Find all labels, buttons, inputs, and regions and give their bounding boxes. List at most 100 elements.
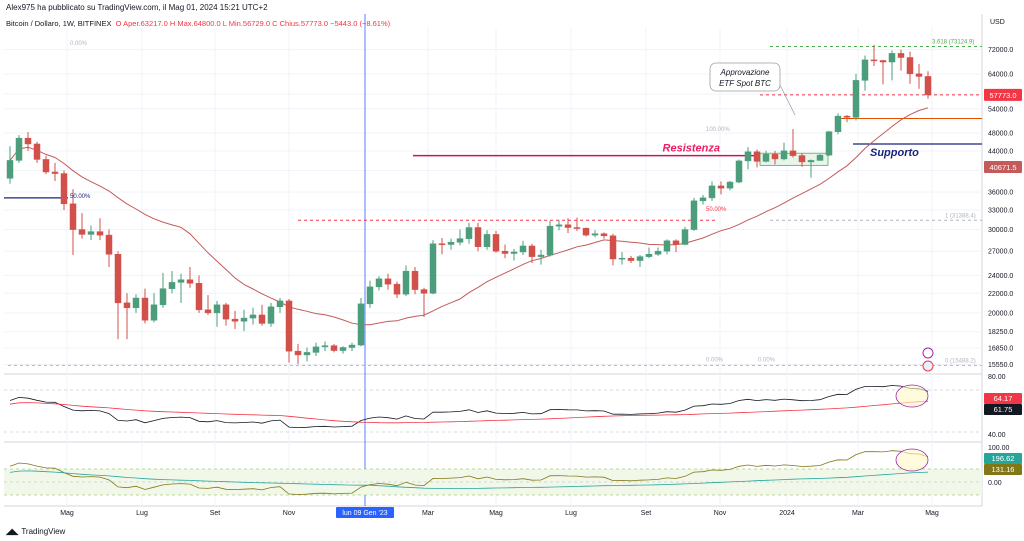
- y-tick-label: 36000.0: [988, 190, 1013, 197]
- crosshair-date-label: lun 09 Gen '23: [342, 510, 387, 517]
- candle-body: [96, 231, 104, 236]
- candle-body: [186, 279, 194, 284]
- fib-label-0-left: 0.00%: [706, 357, 724, 363]
- fib-label-50-mid: 50.00%: [706, 207, 727, 213]
- candle-body: [726, 181, 734, 189]
- candle-body: [159, 288, 167, 306]
- candle-body: [573, 227, 581, 229]
- candle-body: [888, 53, 896, 63]
- candle-body: [132, 297, 140, 309]
- moving-average-line: [9, 107, 929, 326]
- price-tag-label: 57773.0: [989, 91, 1016, 100]
- y-tick-label: 27000.0: [988, 249, 1013, 256]
- candle-body: [843, 115, 851, 118]
- candle-body: [465, 227, 473, 239]
- candle-body: [213, 304, 221, 314]
- fib-label-0-bottom: 0 (15488.2): [945, 358, 976, 364]
- candle-body: [555, 224, 563, 227]
- candle-body: [798, 155, 806, 163]
- candle-body: [690, 200, 698, 230]
- candle-body: [150, 304, 158, 321]
- candle-body: [816, 154, 824, 161]
- fib-label-100: 100.00%: [706, 127, 730, 133]
- candle-body: [654, 250, 662, 255]
- candle-body: [501, 250, 509, 254]
- tv-logo-icon: ◢◣: [6, 527, 19, 536]
- y-tick-label: 15550.0: [988, 362, 1013, 369]
- candle-body: [834, 115, 842, 132]
- candle-body: [258, 314, 266, 324]
- ind1-value-label: 64.17: [994, 394, 1013, 403]
- candle-body: [438, 243, 446, 245]
- candle-body: [474, 227, 482, 247]
- candle-body: [303, 352, 311, 356]
- ind1-value-box: [984, 404, 1022, 415]
- support-label: Supporto: [870, 147, 919, 159]
- candle-body: [906, 57, 914, 75]
- price-tag-box: [984, 161, 1022, 174]
- crosshair-date-box: [336, 507, 394, 518]
- candle-body: [618, 257, 626, 260]
- ind2-value-box: [984, 453, 1022, 464]
- publisher-line: Alex975 ha pubblicato su TradingView.com…: [6, 3, 268, 12]
- x-tick-label: Nov: [714, 510, 727, 517]
- ind2-value-label: 196.62: [992, 454, 1015, 463]
- candle-body: [582, 227, 590, 236]
- candle-body: [231, 318, 239, 322]
- fib-label-0-right: 0.00%: [758, 357, 776, 363]
- event-icon: [922, 347, 934, 359]
- candle-body: [42, 159, 50, 173]
- candle-body: [672, 240, 680, 245]
- candle-body: [114, 254, 122, 304]
- candle-body: [24, 137, 32, 145]
- candle-body: [402, 270, 410, 295]
- footer-logo-text: TradingView: [21, 527, 66, 536]
- candle-body: [78, 229, 86, 235]
- y-tick-label: 72000.0: [988, 47, 1013, 54]
- candle-body: [411, 270, 419, 290]
- candle-body: [717, 185, 725, 189]
- candle-body: [312, 346, 320, 353]
- candle-body: [627, 257, 635, 261]
- candle-body: [141, 297, 149, 321]
- candle-body: [537, 254, 545, 257]
- callout-line-1: Approvazione: [720, 68, 770, 77]
- candle-body: [528, 245, 536, 257]
- candle-body: [330, 345, 338, 351]
- symbol-name: Bitcoin / Dollaro, 1W, BITFINEX: [6, 19, 112, 28]
- candle-body: [879, 60, 887, 63]
- candle-body: [564, 224, 572, 228]
- candle-body: [276, 300, 284, 308]
- candle-body: [735, 160, 743, 183]
- candle-body: [33, 143, 41, 160]
- candle-body: [789, 150, 797, 156]
- candle-body: [285, 300, 293, 352]
- candle-body: [753, 151, 761, 162]
- candle-body: [699, 197, 707, 202]
- candle-body: [645, 254, 653, 257]
- candle-body: [177, 279, 185, 283]
- x-tick-label: Mar: [852, 510, 865, 517]
- y-tick-label: 64000.0: [988, 71, 1013, 78]
- x-tick-label: Set: [641, 510, 652, 517]
- candle-body: [69, 203, 77, 230]
- ind2-line: [9, 450, 929, 495]
- candle-body: [870, 59, 878, 62]
- ind1-value-box: [984, 393, 1022, 404]
- candle-body: [384, 278, 392, 285]
- candle-body: [861, 59, 869, 81]
- price-tag-label: 40671.5: [989, 163, 1016, 172]
- ind2-axis-label: 0.00: [988, 480, 1002, 487]
- candle-body: [240, 317, 248, 322]
- candle-body: [456, 238, 464, 243]
- candle-body: [294, 350, 302, 356]
- candle-body: [762, 153, 770, 162]
- y-tick-label: 16850.0: [988, 346, 1013, 353]
- x-tick-label: Mag: [60, 510, 74, 517]
- y-tick-label: 33000.0: [988, 207, 1013, 214]
- candle-body: [123, 302, 131, 309]
- flag-icon: [922, 360, 934, 372]
- fib-label-top: 3.618 (73124.9): [932, 39, 974, 45]
